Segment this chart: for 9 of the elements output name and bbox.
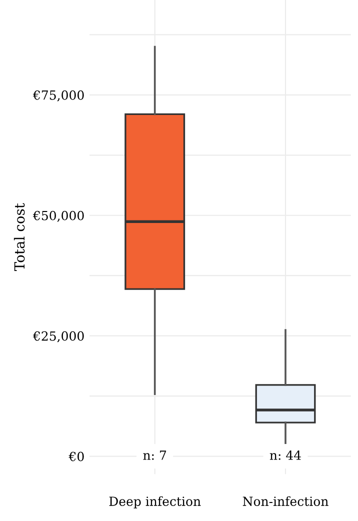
x-tick-label: Deep infection	[109, 496, 201, 508]
annotation: n: 7	[143, 450, 166, 460]
annotation: n: 44	[270, 450, 301, 460]
x-tick-label: Non-infection	[242, 496, 328, 506]
y-axis-title: Total cost	[14, 203, 25, 271]
y-tick-label: €25,000	[32, 331, 84, 342]
y-tick-label: €50,000	[32, 210, 84, 222]
y-tick-label: €0	[68, 452, 84, 462]
y-tick-label: €75,000	[32, 90, 84, 102]
